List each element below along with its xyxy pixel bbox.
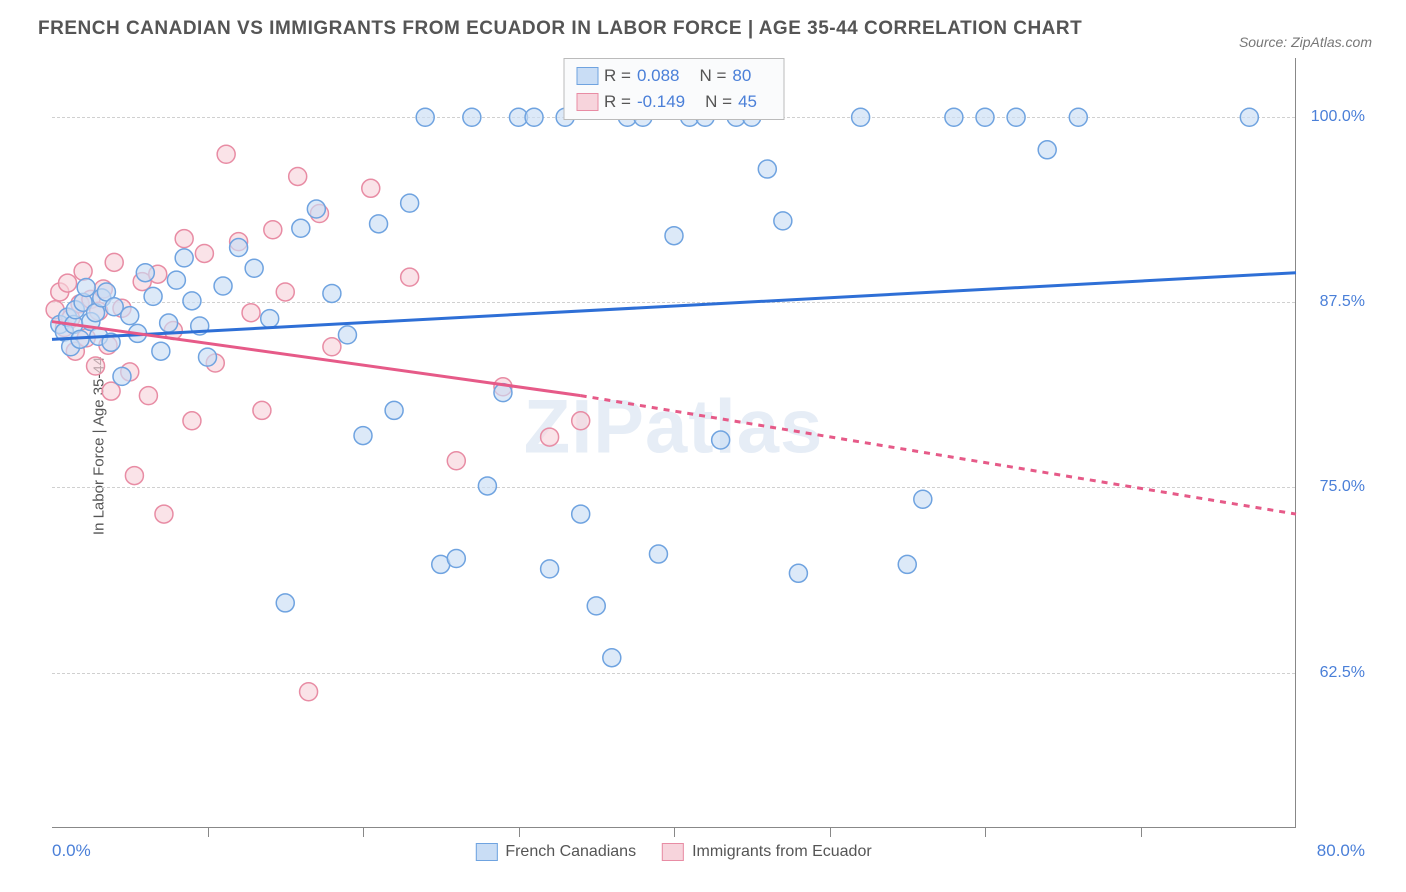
legend-swatch-a	[475, 843, 497, 861]
r-value-b: -0.149	[637, 92, 685, 112]
n-value-b: 45	[738, 92, 757, 112]
stats-row-b: R = -0.149 N = 45	[576, 89, 771, 115]
legend-label-a: French Canadians	[505, 843, 636, 861]
legend-item-a: French Canadians	[475, 843, 636, 861]
legend: French Canadians Immigrants from Ecuador	[475, 843, 871, 861]
r-label: R =	[604, 66, 631, 86]
source-label: Source: ZipAtlas.com	[1239, 34, 1372, 50]
x-axis-min-label: 0.0%	[52, 841, 91, 861]
swatch-series-a	[576, 67, 598, 85]
chart-title: FRENCH CANADIAN VS IMMIGRANTS FROM ECUAD…	[38, 18, 1082, 40]
legend-swatch-b	[662, 843, 684, 861]
correlation-chart: FRENCH CANADIAN VS IMMIGRANTS FROM ECUAD…	[0, 0, 1406, 892]
legend-label-b: Immigrants from Ecuador	[692, 843, 872, 861]
y-tick-label: 75.0%	[1305, 478, 1365, 496]
r-value-a: 0.088	[637, 66, 680, 86]
scatter-svg	[52, 58, 1295, 827]
legend-item-b: Immigrants from Ecuador	[662, 843, 872, 861]
x-axis-max-label: 80.0%	[1305, 841, 1365, 861]
swatch-series-b	[576, 93, 598, 111]
plot-area: 62.5%75.0%87.5%100.0% ZIPatlas R = 0.088…	[52, 58, 1296, 828]
y-tick-label: 62.5%	[1305, 664, 1365, 682]
n-label: N =	[705, 92, 732, 112]
n-value-a: 80	[732, 66, 751, 86]
n-label: N =	[699, 66, 726, 86]
y-tick-label: 100.0%	[1305, 108, 1365, 126]
y-tick-label: 87.5%	[1305, 293, 1365, 311]
stats-row-a: R = 0.088 N = 80	[576, 63, 771, 89]
r-label: R =	[604, 92, 631, 112]
stats-box: R = 0.088 N = 80 R = -0.149 N = 45	[563, 58, 784, 120]
